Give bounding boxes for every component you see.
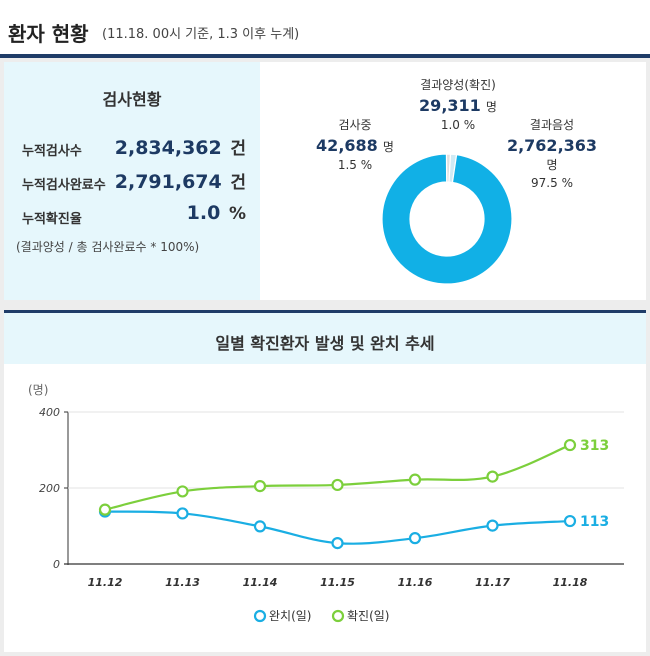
positive-rate-note: (결과양성 / 총 검사완료수 * 100%) — [16, 240, 200, 254]
legend-marker-1 — [331, 609, 345, 623]
x-tick-label: 11.15 — [320, 576, 355, 589]
negative-name: 결과음성 — [529, 118, 575, 132]
positive-pct: 1.0 % — [440, 118, 476, 132]
positive-count-line: 29,311 명 — [388, 96, 528, 115]
testing-count: 42,688 — [316, 136, 378, 155]
y-tick-label: 0 — [53, 558, 60, 571]
y-tick-label: 200 — [39, 482, 60, 495]
negative-count: 2,762,363 — [506, 136, 598, 155]
total-tests-number: 2,834,362 — [114, 137, 222, 159]
completed-tests-unit: 건 — [230, 173, 246, 193]
page-title: 환자 현황 — [8, 22, 89, 46]
positive-rate-value: 1.0 % — [187, 202, 246, 224]
series-point-1-2 — [253, 479, 267, 493]
series-point-1-5 — [486, 470, 499, 483]
series-point-1-3 — [331, 478, 344, 492]
series-point-0-4 — [408, 532, 422, 545]
header-divider — [0, 54, 650, 58]
series-point-1-6 — [563, 438, 577, 452]
series-point-1-0 — [98, 503, 112, 516]
testing-unit: 명 — [382, 140, 394, 154]
legend-marker-0 — [253, 609, 267, 623]
test-result-donut — [382, 154, 512, 284]
series-line-1 — [104, 444, 571, 511]
series-point-1-1 — [176, 485, 189, 498]
test-status-title: 검사현황 — [102, 90, 162, 109]
chart-title: 일별 확진환자 발생 및 완치 추세 — [215, 334, 435, 353]
x-tick-label: 11.16 — [398, 576, 433, 589]
total-tests-unit: 건 — [230, 139, 246, 159]
donut-slice-2 — [382, 154, 512, 284]
x-tick-label: 11.14 — [243, 576, 278, 589]
testing-name: 검사중 — [338, 118, 372, 132]
series-point-0-6 — [563, 514, 577, 528]
testing-count-line: 42,688 명 — [300, 136, 410, 155]
legend-label-0: 완치(일) — [269, 609, 311, 623]
donut-label-testing: 검사중 42,688 명 1.5 % — [300, 116, 410, 172]
positive-rate-label: 누적확진율 — [22, 212, 82, 227]
legend-label-1: 확진(일) — [347, 609, 389, 623]
test-status-box: 검사현황 누적검사수 2,834,362 건 누적검사완료수 2,791,674… — [4, 62, 260, 300]
page-subtitle: (11.18. 00시 기준, 1.3 이후 누계) — [102, 27, 300, 42]
series-point-0-2 — [253, 520, 267, 533]
completed-tests-number: 2,791,674 — [114, 171, 222, 193]
donut-label-negative: 결과음성 2,762,363 명 97.5 % — [490, 116, 614, 190]
positive-count: 29,311 — [419, 96, 481, 115]
series-point-1-4 — [408, 473, 422, 486]
series-end-label-1: 313 — [580, 438, 609, 454]
series-end-label-0: 113 — [580, 514, 609, 530]
chart-header: 일별 확진환자 발생 및 완치 추세 — [4, 310, 646, 364]
completed-tests-label: 누적검사완료수 — [22, 178, 106, 193]
x-tick-label: 11.18 — [553, 576, 588, 589]
testing-pct: 1.5 % — [337, 158, 373, 172]
series-point-0-1 — [176, 507, 189, 520]
page-header: 환자 현황 (11.18. 00시 기준, 1.3 이후 누계) — [0, 0, 650, 58]
total-tests-label: 누적검사수 — [22, 144, 82, 159]
series-point-0-5 — [486, 519, 499, 532]
positive-unit: 명 — [485, 100, 497, 114]
x-tick-label: 11.12 — [88, 576, 123, 589]
negative-unit: 명 — [546, 158, 558, 172]
positive-rate-unit: % — [228, 204, 246, 224]
status-panel: 검사현황 누적검사수 2,834,362 건 누적검사완료수 2,791,674… — [4, 62, 646, 300]
x-tick-label: 11.17 — [475, 576, 510, 589]
donut-label-positive: 결과양성(확진) 29,311 명 1.0 % — [388, 76, 528, 132]
positive-name: 결과양성(확진) — [420, 78, 496, 92]
y-tick-label: 400 — [39, 406, 60, 419]
total-tests-value: 2,834,362 건 — [115, 134, 246, 159]
trend-line-chart: 0 200 400 (명) 11.12 11.13 11.14 11.15 11.16 11.17… — [28, 383, 624, 623]
positive-rate-number: 1.0 — [186, 202, 221, 224]
negative-pct: 97.5 % — [531, 176, 573, 190]
trend-panel: 일별 확진환자 발생 및 완치 추세 0 200 400 (명) 11.12 11.13 1… — [4, 310, 646, 652]
y-axis-unit: (명) — [28, 383, 48, 397]
completed-tests-value: 2,791,674 건 — [115, 168, 246, 193]
x-tick-label: 11.13 — [165, 576, 200, 589]
series-point-0-3 — [331, 537, 344, 550]
